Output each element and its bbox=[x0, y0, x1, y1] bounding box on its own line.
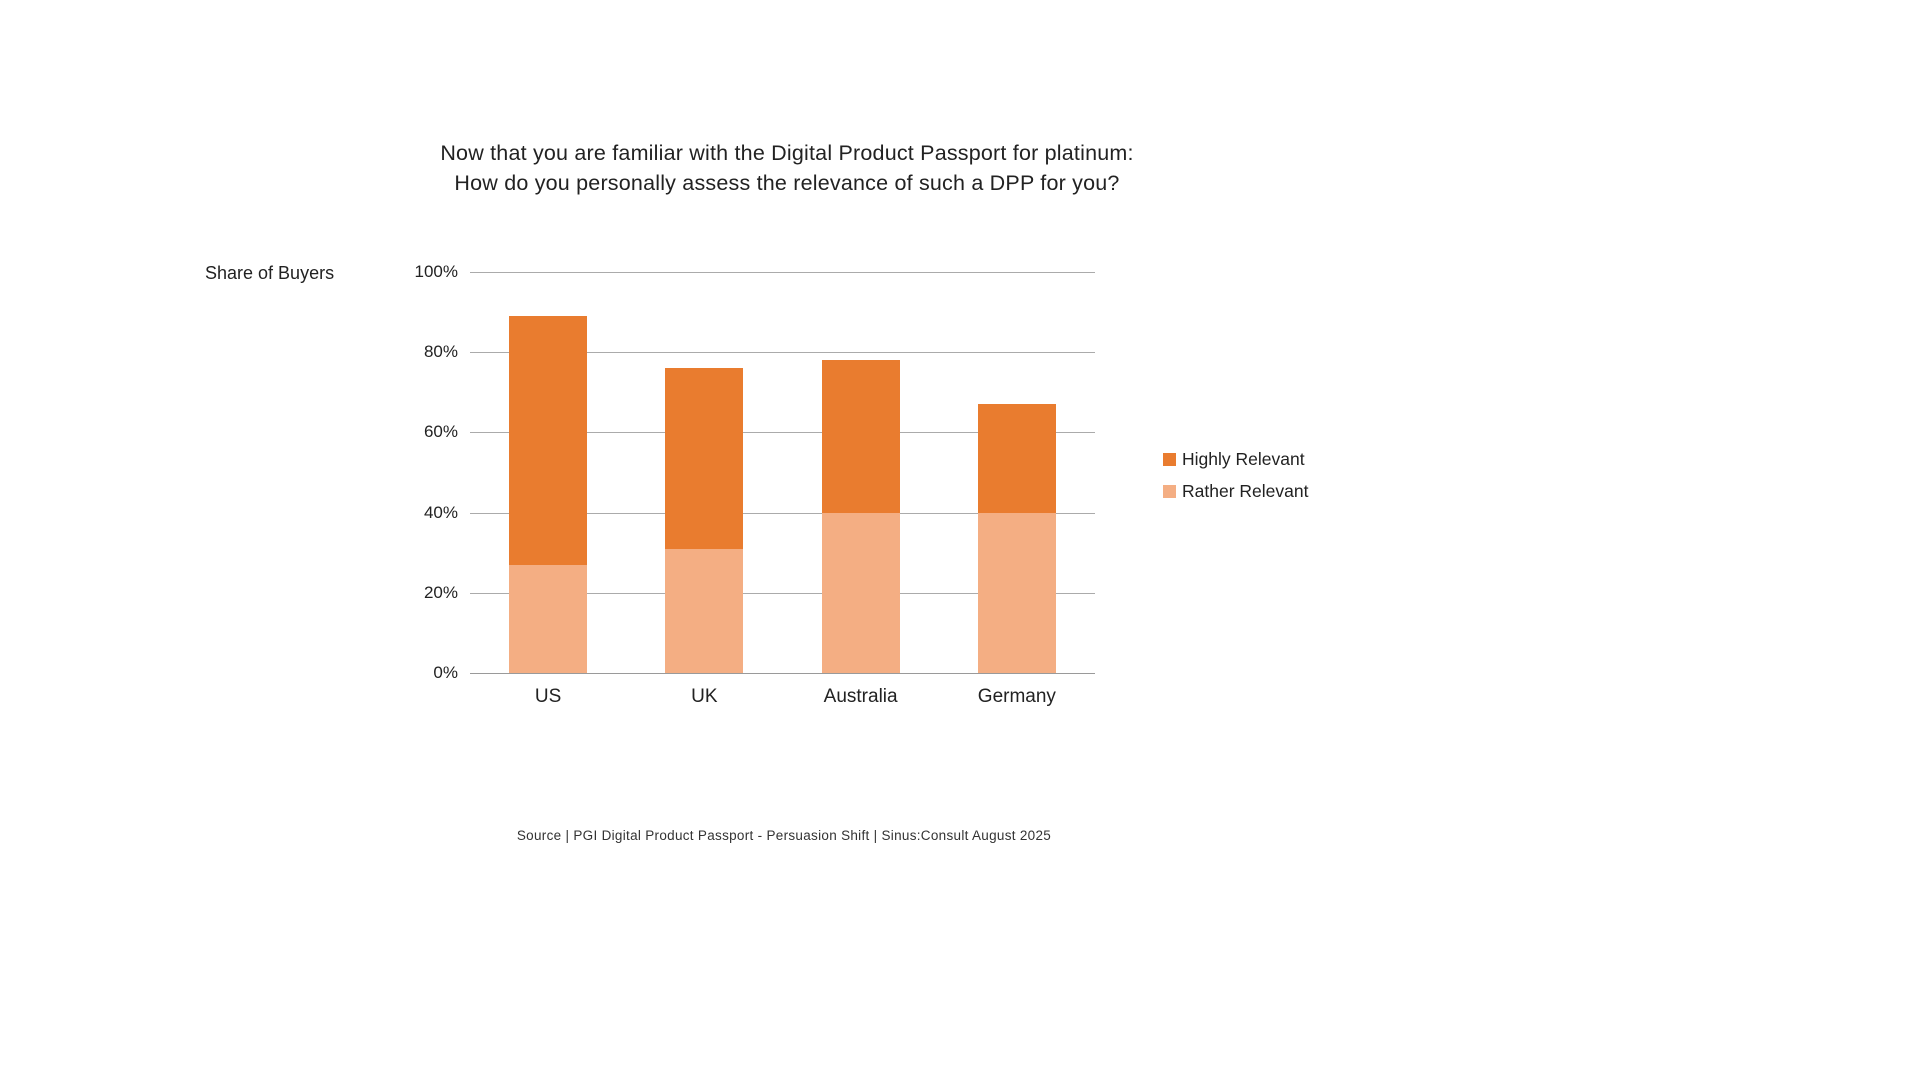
gridline bbox=[470, 432, 1095, 434]
x-axis-label-germany: Germany bbox=[977, 686, 1056, 707]
bar-column-uk bbox=[626, 272, 782, 673]
plot-area bbox=[470, 272, 1095, 674]
x-axis-label-us: US bbox=[534, 686, 562, 707]
y-tick-label: 0% bbox=[433, 663, 458, 682]
y-tick-label: 100% bbox=[414, 262, 458, 281]
chart-title: Now that you are familiar with the Digit… bbox=[187, 138, 1387, 198]
legend-label: Rather Relevant bbox=[1182, 481, 1309, 501]
gridline bbox=[470, 512, 1095, 514]
source-note: Source | PGI Digital Product Passport - … bbox=[516, 828, 1052, 843]
gridline bbox=[470, 592, 1095, 594]
bar-segment-uk-rather-relevant bbox=[665, 548, 744, 673]
legend-swatch-icon bbox=[1163, 485, 1176, 498]
bar-segment-germany-rather-relevant bbox=[977, 512, 1056, 673]
y-tick-label: 60% bbox=[423, 422, 458, 442]
y-tick-label: 40% bbox=[423, 502, 458, 522]
chart-title-line-1: Now that you are familiar with the Digit… bbox=[440, 141, 1134, 165]
x-axis-label-uk: UK bbox=[691, 686, 718, 707]
bar-segment-australia-highly-relevant bbox=[821, 360, 900, 513]
x-axis-labels: US UK Australia Germany bbox=[470, 686, 1095, 708]
bar-germany bbox=[977, 272, 1056, 673]
y-tick-label: 80% bbox=[423, 342, 458, 362]
bar-australia bbox=[821, 272, 900, 673]
bar-column-germany bbox=[939, 272, 1095, 673]
bar-segment-us-highly-relevant bbox=[509, 316, 588, 565]
bar-uk bbox=[665, 272, 744, 673]
legend-item-highly-relevant: Highly Relevant bbox=[1163, 449, 1308, 470]
legend-label: Highly Relevant bbox=[1182, 449, 1305, 469]
bar-us bbox=[509, 272, 588, 673]
y-axis-title: Share of Buyers bbox=[205, 263, 335, 283]
bar-segment-australia-rather-relevant bbox=[821, 512, 900, 673]
gridline bbox=[470, 352, 1095, 354]
bar-column-us bbox=[470, 272, 626, 673]
x-axis-label-australia: Australia bbox=[823, 686, 898, 707]
y-ticks: 0% 20% 40% 60% 80% 100% bbox=[368, 262, 458, 682]
bar-column-australia bbox=[783, 272, 939, 673]
x-axis-line bbox=[470, 673, 1095, 674]
legend: Highly Relevant Rather Relevant bbox=[1163, 449, 1308, 513]
bars bbox=[470, 272, 1095, 673]
legend-item-rather-relevant: Rather Relevant bbox=[1163, 481, 1308, 502]
bar-segment-germany-highly-relevant bbox=[977, 404, 1056, 513]
gridline bbox=[470, 272, 1095, 273]
bar-segment-us-rather-relevant bbox=[509, 564, 588, 673]
bar-segment-uk-highly-relevant bbox=[665, 368, 744, 549]
chart-title-line-2: How do you personally assess the relevan… bbox=[454, 171, 1120, 195]
y-tick-label: 20% bbox=[423, 582, 458, 602]
legend-swatch-icon bbox=[1163, 453, 1176, 466]
